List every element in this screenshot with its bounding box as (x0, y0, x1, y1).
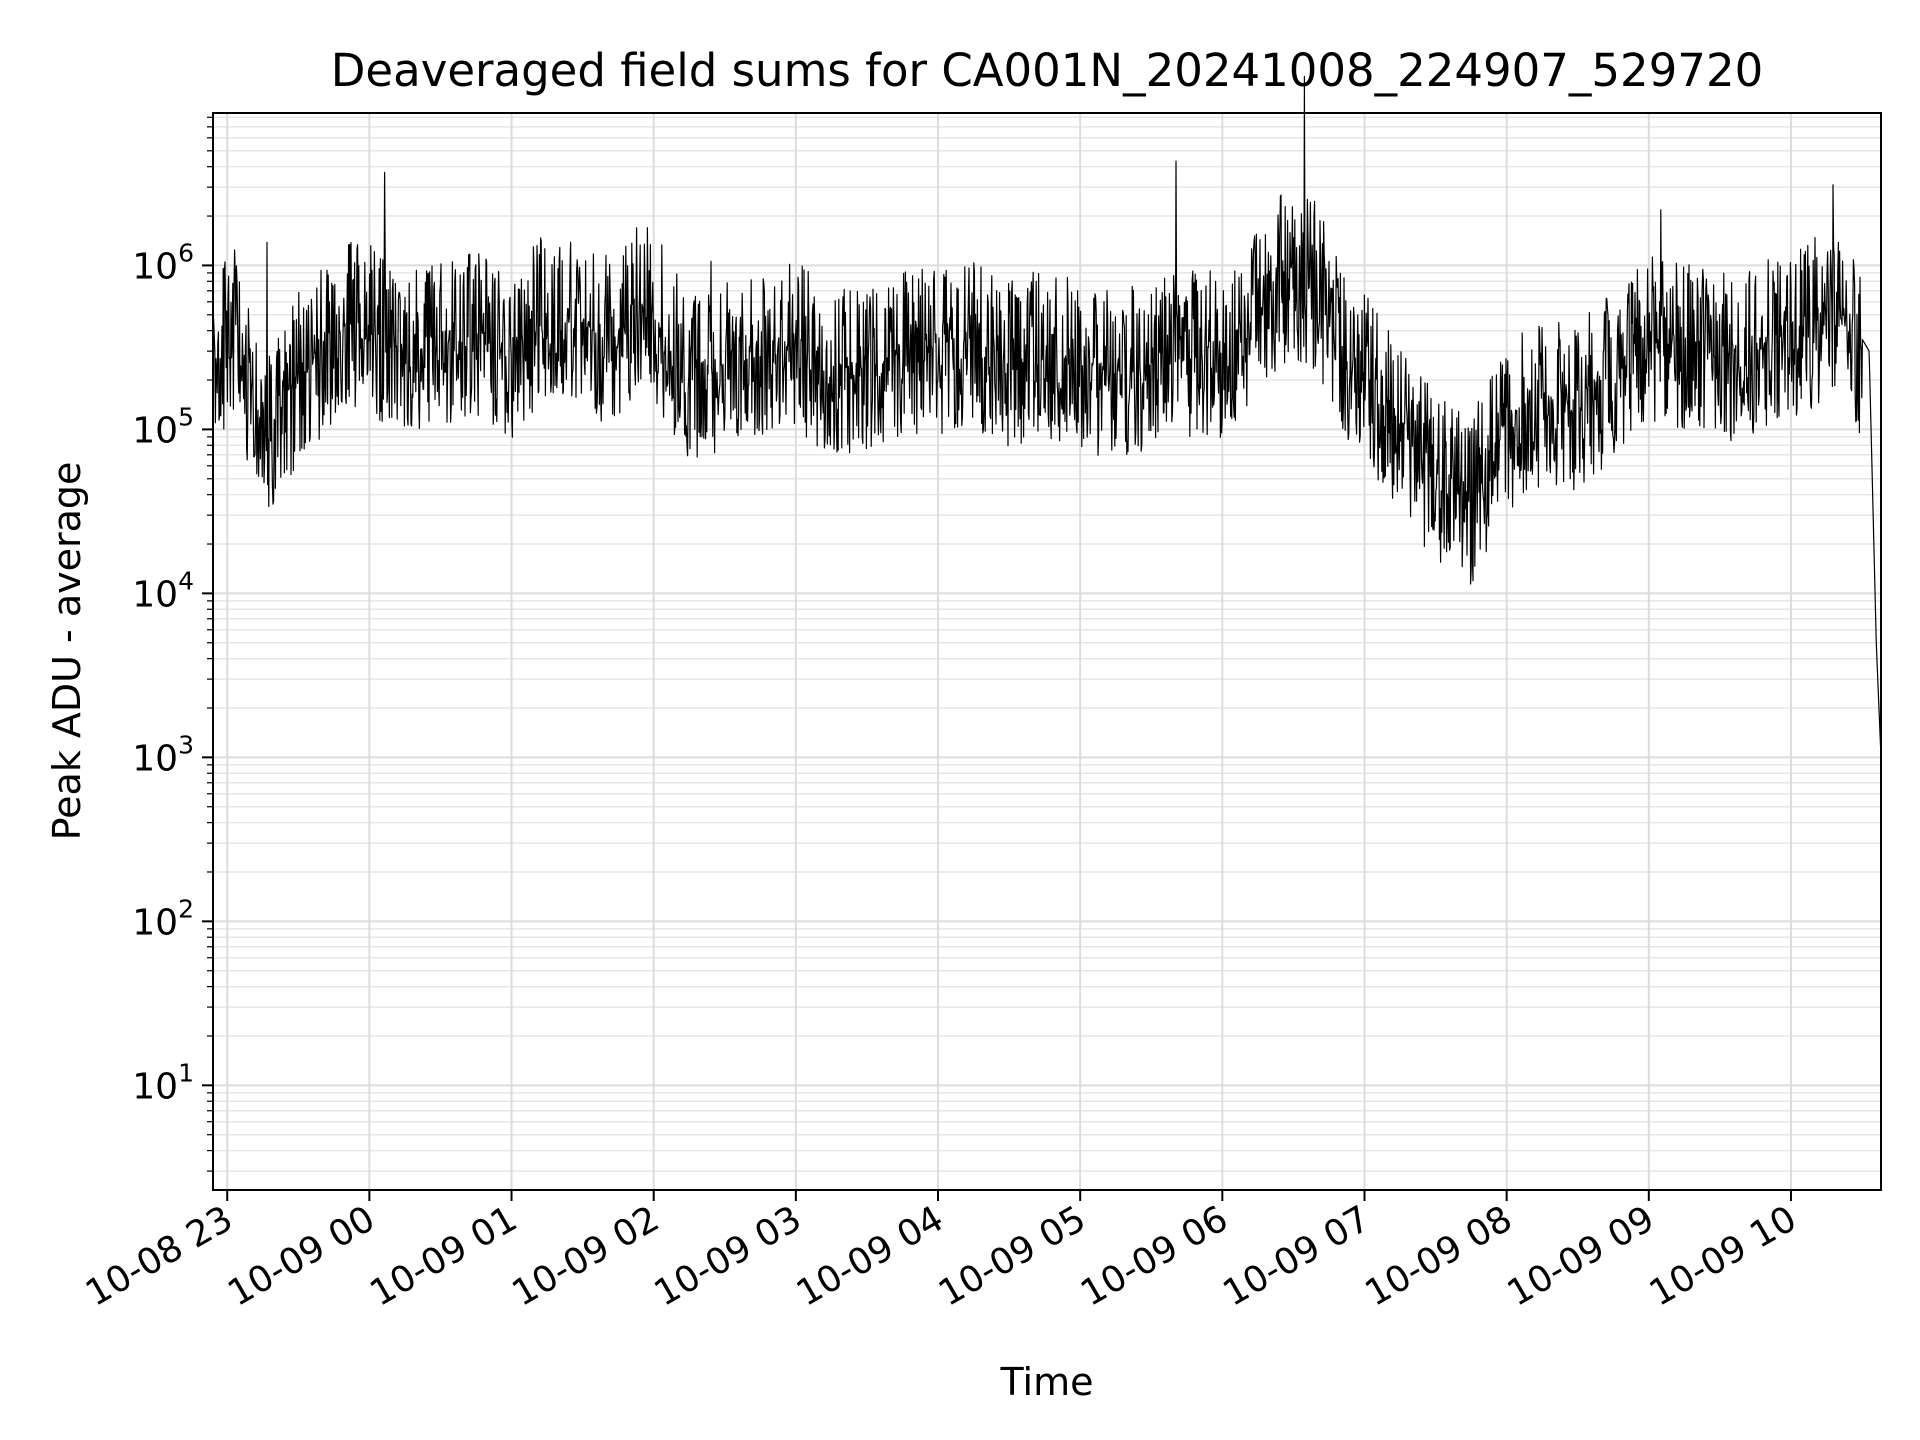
x-tick-label: 10-09 00 (221, 1198, 382, 1314)
y-tick-label: 105 (132, 402, 194, 451)
x-tick-label: 10-09 08 (1358, 1198, 1519, 1314)
y-axis: 101 102 103 104 105 106 (132, 116, 213, 1172)
chart-title: Deaveraged field sums for CA001N_2024100… (331, 44, 1763, 97)
y-tick-label: 102 (132, 894, 194, 943)
x-tick-label: 10-09 05 (932, 1198, 1093, 1314)
y-axis-label: Peak ADU - average (45, 462, 89, 841)
plot-frame (212, 112, 1882, 1191)
x-tick-label: 10-09 10 (1643, 1198, 1804, 1314)
x-tick-label: 10-09 04 (790, 1198, 951, 1314)
x-tick-label: 10-09 02 (506, 1198, 667, 1314)
x-tick-label: 10-09 07 (1216, 1198, 1377, 1314)
x-tick-label: 10-08 23 (79, 1198, 240, 1314)
x-axis-label: Time (1000, 1360, 1094, 1404)
y-tick-label: 104 (132, 566, 194, 615)
series-line (212, 75, 1882, 758)
x-tick-label: 10-09 06 (1074, 1198, 1235, 1314)
y-tick-label: 103 (132, 730, 194, 779)
x-tick-label: 10-09 03 (648, 1198, 809, 1314)
x-tick-label: 10-09 01 (363, 1198, 524, 1314)
y-tick-label: 101 (132, 1058, 194, 1107)
y-tick-label: 106 (132, 238, 194, 287)
x-tick-label: 10-09 09 (1501, 1198, 1662, 1314)
